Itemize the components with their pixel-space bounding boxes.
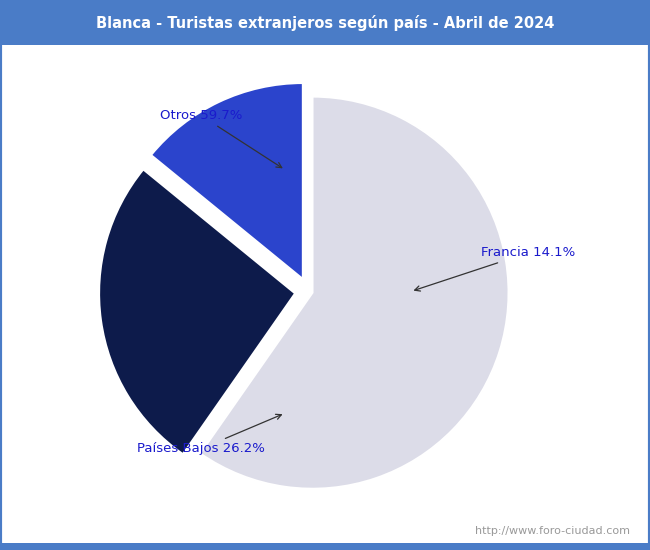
Wedge shape — [99, 169, 295, 454]
Text: Francia 14.1%: Francia 14.1% — [415, 246, 575, 291]
Text: Otros 59.7%: Otros 59.7% — [160, 109, 281, 168]
Wedge shape — [151, 83, 303, 279]
Text: http://www.foro-ciudad.com: http://www.foro-ciudad.com — [476, 526, 630, 536]
Text: Países Bajos 26.2%: Países Bajos 26.2% — [137, 414, 281, 455]
Wedge shape — [200, 97, 508, 489]
Text: Blanca - Turistas extranjeros según país - Abril de 2024: Blanca - Turistas extranjeros según país… — [96, 14, 554, 31]
